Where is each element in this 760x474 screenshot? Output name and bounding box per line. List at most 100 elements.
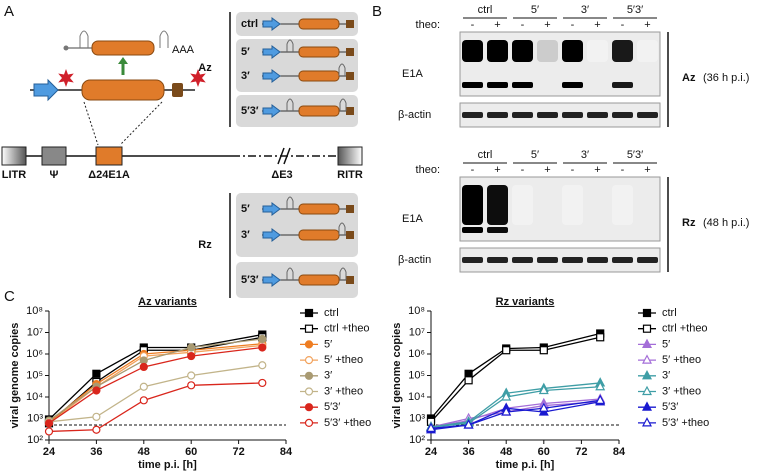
column-label: ctrl — [478, 4, 493, 16]
tail-box — [346, 20, 354, 28]
x-tick-label: 36 — [90, 446, 102, 458]
column-label: ctrl — [478, 149, 493, 161]
aptamer — [159, 30, 169, 48]
orf — [91, 40, 155, 56]
row-label: ctrl — [241, 18, 258, 30]
legend-label: 5′3′ — [324, 401, 340, 413]
marker — [539, 346, 548, 355]
tail-box — [346, 72, 354, 80]
legend-marker — [304, 308, 314, 318]
aptamer — [338, 63, 346, 76]
x-tick-label: 72 — [232, 446, 244, 458]
x-axis-label: time p.i. [h] — [496, 459, 555, 471]
band — [512, 40, 533, 62]
band — [562, 112, 583, 118]
star — [58, 69, 74, 87]
e1a — [95, 146, 123, 166]
y-tick-label: 10² — [27, 434, 43, 446]
band — [462, 82, 483, 88]
band — [612, 112, 633, 118]
band — [512, 257, 533, 263]
genome-label: LITR — [2, 169, 26, 181]
row-label: β-actin — [398, 109, 431, 121]
band — [612, 40, 633, 62]
promoter — [33, 78, 59, 102]
construct: Rz — [682, 217, 696, 229]
band — [637, 257, 658, 263]
x-tick-label: 36 — [462, 446, 474, 458]
legend-marker — [304, 418, 314, 427]
poly-a: AAA — [172, 44, 195, 56]
aptamer — [79, 30, 89, 48]
band — [587, 40, 608, 62]
marker — [258, 378, 267, 388]
genome-label: Δ24E1A — [88, 169, 130, 181]
band — [612, 257, 633, 263]
aptamer — [286, 39, 294, 52]
marker — [538, 402, 549, 412]
tail-box — [346, 205, 354, 213]
orf — [298, 70, 340, 82]
legend-label: ctrl — [662, 307, 677, 319]
marker — [139, 362, 148, 372]
theo-sign: - — [621, 19, 625, 31]
x-tick-label: 24 — [43, 446, 56, 458]
promoter — [262, 202, 281, 216]
genome-label: RITR — [337, 169, 363, 181]
tail-box — [346, 107, 354, 115]
legend-label: 3′ — [324, 370, 332, 382]
marker — [139, 382, 148, 391]
marker — [501, 406, 512, 416]
legend-label: 3′ — [662, 370, 670, 382]
theo-sign: - — [521, 19, 525, 31]
y-tick-label: 10⁴ — [408, 391, 425, 403]
legend-label: 5′3′ — [662, 401, 678, 413]
tail-box — [346, 276, 354, 284]
band — [537, 112, 558, 118]
legend-marker — [642, 324, 652, 333]
marker — [187, 371, 196, 380]
band — [462, 112, 483, 118]
band — [487, 40, 508, 62]
panel-label: A — [4, 3, 14, 20]
band — [637, 112, 658, 118]
legend-marker — [642, 401, 652, 411]
band — [537, 40, 558, 62]
promoter — [262, 69, 281, 83]
tail-box — [346, 48, 354, 56]
legend-label: ctrl — [324, 307, 339, 319]
y-tick-label: 10⁷ — [27, 326, 43, 338]
tail-box — [346, 231, 354, 239]
litr — [1, 146, 27, 166]
theo-sign: - — [471, 164, 475, 176]
legend-label: 5′ +theo — [662, 354, 701, 366]
marker — [258, 343, 267, 352]
row-label: 5′3′ — [241, 105, 259, 117]
band — [462, 40, 483, 62]
theo-sign: - — [571, 19, 575, 31]
theo-sign: + — [644, 164, 650, 176]
y-tick-label: 10⁵ — [26, 369, 43, 381]
aptamer — [339, 267, 347, 280]
band — [462, 185, 483, 225]
genome-label: ΔE3 — [271, 169, 292, 181]
aptamer — [286, 267, 294, 280]
marker — [538, 384, 549, 395]
marker — [44, 427, 54, 436]
marker — [187, 381, 196, 390]
marker — [92, 425, 101, 434]
x-tick-label: 60 — [538, 446, 550, 458]
promoter — [262, 45, 281, 59]
y-tick-label: 10⁷ — [409, 326, 425, 338]
legend-marker — [642, 385, 652, 396]
y-tick-label: 10⁴ — [26, 391, 43, 403]
column-label: 3′ — [581, 4, 589, 16]
orf — [298, 229, 340, 241]
chart-title: Az variants — [138, 296, 197, 308]
band — [587, 257, 608, 263]
theo-sign: + — [594, 164, 600, 176]
group-label: Rz — [198, 239, 212, 251]
condition: (48 h p.i.) — [703, 217, 749, 229]
legend-label: 5′3′ +theo — [662, 417, 709, 429]
